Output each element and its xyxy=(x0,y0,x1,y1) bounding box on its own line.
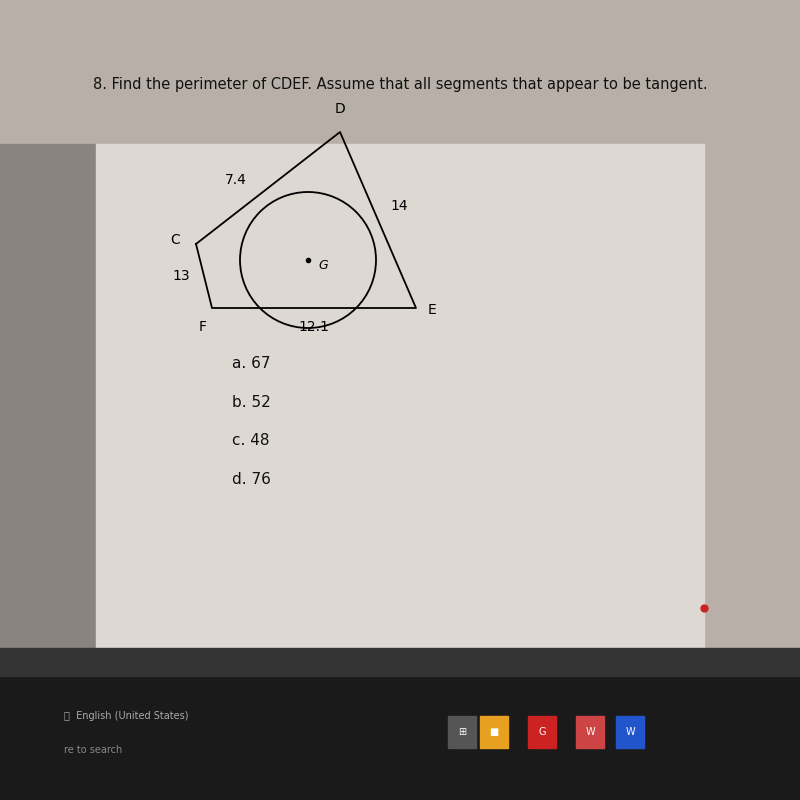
Text: F: F xyxy=(198,320,206,334)
Bar xyxy=(576,716,604,748)
Text: ⊞: ⊞ xyxy=(458,727,466,737)
Text: W: W xyxy=(585,727,595,737)
Text: d. 76: d. 76 xyxy=(232,472,271,486)
Text: 7.4: 7.4 xyxy=(225,173,246,187)
Text: 12.1: 12.1 xyxy=(298,320,329,334)
Text: W: W xyxy=(625,727,635,737)
Text: G: G xyxy=(538,727,546,737)
Text: D: D xyxy=(334,102,346,116)
Text: b. 52: b. 52 xyxy=(232,395,270,410)
Text: ⓘ  English (United States): ⓘ English (United States) xyxy=(64,711,189,721)
Bar xyxy=(0,676,800,800)
Bar xyxy=(0,144,96,656)
Bar xyxy=(448,716,476,748)
Text: ■: ■ xyxy=(490,727,498,737)
Bar xyxy=(480,716,508,748)
Text: C: C xyxy=(170,233,180,247)
Text: re to search: re to search xyxy=(64,746,122,755)
Text: G: G xyxy=(318,259,328,272)
Text: E: E xyxy=(428,303,437,318)
Text: 14: 14 xyxy=(390,198,408,213)
Text: a. 67: a. 67 xyxy=(232,357,270,371)
Bar xyxy=(0,648,800,676)
Text: 13: 13 xyxy=(173,269,190,283)
Text: c. 48: c. 48 xyxy=(232,434,270,448)
Bar xyxy=(96,144,704,656)
Bar xyxy=(616,716,644,748)
Bar xyxy=(528,716,556,748)
Text: 8. Find the perimeter of CDEF. Assume that all segments that appear to be tangen: 8. Find the perimeter of CDEF. Assume th… xyxy=(93,77,707,91)
